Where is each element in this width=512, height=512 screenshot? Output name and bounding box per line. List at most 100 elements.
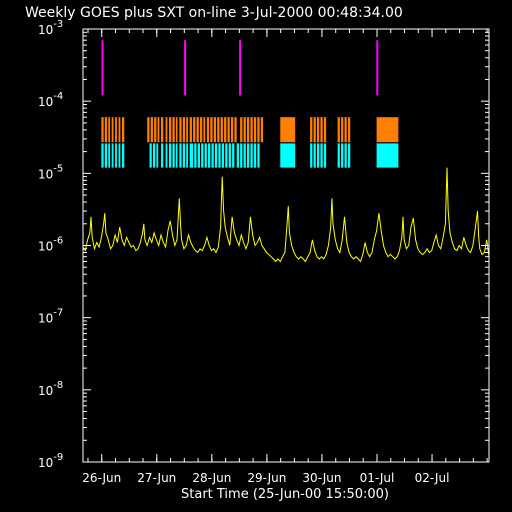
x-tick-label: 01-Jul bbox=[360, 471, 395, 485]
y-tick-label: 10-9 bbox=[38, 452, 63, 470]
orange-coverage-segment bbox=[224, 117, 227, 143]
orange-coverage-segment bbox=[280, 117, 296, 143]
orange-coverage-segment bbox=[240, 117, 243, 143]
cyan-coverage-segment bbox=[149, 143, 152, 168]
cyan-coverage-segment bbox=[197, 143, 200, 168]
cyan-coverage-segment bbox=[194, 143, 197, 168]
orange-coverage-segment bbox=[179, 117, 182, 143]
x-tick-label: 28-Jun bbox=[192, 471, 231, 485]
orange-coverage-segment bbox=[376, 117, 399, 143]
orange-coverage-segment bbox=[111, 117, 114, 143]
orange-coverage-segment bbox=[320, 117, 323, 143]
orange-coverage-segment bbox=[243, 117, 246, 143]
orange-coverage-segment bbox=[175, 117, 178, 143]
cyan-coverage-segment bbox=[104, 143, 108, 168]
orange-coverage-segment bbox=[260, 117, 264, 143]
orange-coverage-segment bbox=[213, 117, 217, 143]
cyan-coverage-segment bbox=[313, 143, 316, 168]
y-axis: 10-9 10-8 10-7 10-6 10-5 10-4 10-3 bbox=[38, 19, 489, 470]
orange-coverage-segment bbox=[234, 117, 237, 143]
orange-coverage-segment bbox=[147, 117, 150, 143]
cyan-coverage-segment bbox=[310, 143, 313, 168]
orange-coverage-segment bbox=[227, 117, 230, 143]
cyan-coverage-segment bbox=[225, 143, 228, 168]
orange-coverage-segment bbox=[203, 117, 206, 143]
orange-coverage-segment bbox=[250, 117, 253, 143]
orange-coverage-segment bbox=[337, 117, 340, 143]
orange-coverage-segment bbox=[157, 117, 160, 143]
cyan-coverage-segment bbox=[257, 143, 260, 168]
x-tick-label: 26-Jun bbox=[82, 471, 121, 485]
cyan-coverage-segment bbox=[182, 143, 186, 168]
orange-coverage-segment bbox=[196, 117, 199, 143]
x-tick-label: 27-Jun bbox=[137, 471, 176, 485]
orange-coverage-segment bbox=[230, 117, 234, 143]
y-tick-label: 10-6 bbox=[38, 236, 63, 254]
orange-coverage-segment bbox=[172, 117, 175, 143]
orange-coverage-segment bbox=[217, 117, 220, 143]
cyan-coverage-segment bbox=[175, 143, 178, 168]
cyan-coverage-segment bbox=[156, 143, 159, 168]
y-tick-label: 10-5 bbox=[38, 163, 63, 181]
x-axis-label: Start Time (25-Jun-00 15:50:00) bbox=[181, 487, 389, 502]
cyan-coverage-segment bbox=[236, 143, 239, 168]
cyan-coverage-segment bbox=[152, 143, 156, 168]
orange-coverage-segment bbox=[186, 117, 189, 143]
cyan-coverage-segment bbox=[323, 143, 327, 168]
chart-title: Weekly GOES plus SXT on-line 3-Jul-2000 … bbox=[25, 5, 403, 21]
cyan-coverage-segment bbox=[118, 143, 121, 168]
orange-coverage-segment bbox=[154, 117, 157, 143]
orange-coverage-segment bbox=[189, 117, 192, 143]
orange-coverage-segment bbox=[121, 117, 125, 143]
orange-coverage-segment bbox=[118, 117, 121, 143]
cyan-coverage-segment bbox=[337, 143, 340, 168]
cyan-coverage-segment bbox=[232, 143, 235, 168]
cyan-coverage-segment bbox=[218, 143, 221, 168]
cyan-coverage-segment bbox=[179, 143, 182, 168]
cyan-coverage-segment bbox=[111, 143, 114, 168]
x-tick-label: 02-Jul bbox=[415, 471, 450, 485]
orange-coverage-segment bbox=[150, 117, 153, 143]
y-tick-label: 10-4 bbox=[38, 91, 63, 109]
orange-coverage-segment bbox=[347, 117, 351, 143]
orange-coverage-segment bbox=[199, 117, 203, 143]
cyan-coverage-segment bbox=[172, 143, 175, 168]
orange-coverage-segment bbox=[115, 117, 117, 143]
cyan-coverage-segment bbox=[247, 143, 250, 168]
orange-coverage-segment bbox=[247, 117, 250, 143]
orange-coverage-segment bbox=[206, 117, 210, 143]
cyan-coverage-segment bbox=[228, 143, 231, 168]
orange-coverage-segment bbox=[160, 117, 164, 143]
orange-coverage-segment bbox=[165, 117, 168, 143]
x-axis: 26-Jun 27-Jun 28-Jun 29-Jun 30-Jun 01-Jul 02-J… bbox=[82, 29, 488, 485]
cyan-coverage-segment bbox=[376, 143, 399, 168]
x-tick-label: 30-Jun bbox=[302, 471, 341, 485]
cyan-coverage-segment bbox=[316, 143, 320, 168]
cyan-coverage-segment bbox=[101, 143, 104, 168]
orange-coverage-segment bbox=[323, 117, 327, 143]
goes-flux-line bbox=[82, 167, 490, 263]
orange-coverage-segment bbox=[313, 117, 316, 143]
cyan-coverage-segment bbox=[189, 143, 194, 168]
cyan-coverage-segment bbox=[341, 143, 344, 168]
cyan-coverage-segment bbox=[169, 143, 172, 168]
orange-coverage-segment bbox=[169, 117, 172, 143]
orange-coverage-segment bbox=[341, 117, 344, 143]
orange-coverage-segment bbox=[104, 117, 108, 143]
orange-coverage-segment bbox=[257, 117, 260, 143]
cyan-coverage-segment bbox=[201, 143, 204, 168]
orange-coverage-segment bbox=[193, 117, 196, 143]
orange-coverage-segment bbox=[101, 117, 104, 143]
orange-coverage-segment bbox=[310, 117, 313, 143]
y-tick-label: 10-7 bbox=[38, 308, 63, 326]
cyan-coverage-segment bbox=[344, 143, 347, 168]
coverage-layer bbox=[101, 40, 399, 168]
orange-coverage-segment bbox=[182, 117, 186, 143]
orange-coverage-segment bbox=[253, 117, 257, 143]
cyan-coverage-segment bbox=[108, 143, 111, 168]
cyan-coverage-segment bbox=[204, 143, 207, 168]
orange-coverage-segment bbox=[316, 117, 320, 143]
cyan-coverage-segment bbox=[253, 143, 257, 168]
cyan-coverage-segment bbox=[221, 143, 225, 168]
